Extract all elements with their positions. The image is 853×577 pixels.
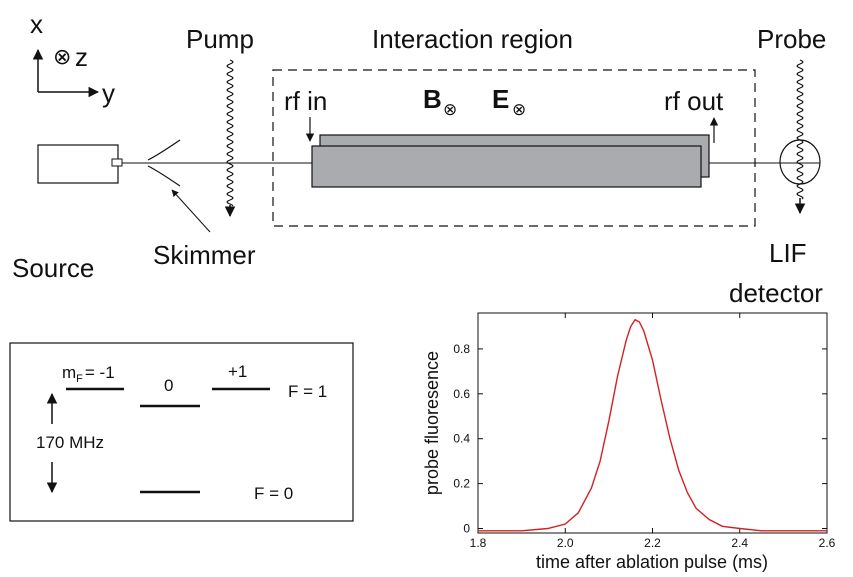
interaction-region-box xyxy=(272,69,756,227)
f1-label: F = 1 xyxy=(288,382,327,401)
plot-frame xyxy=(477,312,828,534)
z-axis-symbol: ⊗ xyxy=(53,44,71,69)
b-field-direction: ⊗ xyxy=(443,100,457,119)
coordinate-axes: x y ⊗ z xyxy=(30,9,115,108)
pump-laser-beam xyxy=(226,59,234,207)
probe-label: Probe xyxy=(757,24,826,54)
probe-laser-beam xyxy=(796,59,804,200)
mf-zero-label: 0 xyxy=(164,376,173,395)
pump-label: Pump xyxy=(186,24,254,54)
front-field-plate xyxy=(311,145,702,188)
source-label: Source xyxy=(12,253,94,283)
skimmer-pointer-arrow xyxy=(171,189,211,233)
skimmer xyxy=(147,139,181,187)
y-tick-label: 0.2 xyxy=(453,477,470,491)
interaction-region-label: Interaction region xyxy=(372,24,573,54)
y-tick-label: 0 xyxy=(463,522,470,536)
b-field-label: B xyxy=(423,84,442,114)
rf-in-label: rf in xyxy=(284,86,327,116)
x-tick-label: 2.0 xyxy=(557,536,574,550)
y-tick-label: 0.8 xyxy=(453,342,470,356)
e-field-label: E xyxy=(492,84,509,114)
y-axis-title: probe fluoresence xyxy=(422,351,442,495)
x-ticks: 1.8 2.0 2.2 2.4 2.6 xyxy=(470,313,836,550)
detector-label: detector xyxy=(729,278,823,308)
source xyxy=(37,144,123,184)
y-ticks: 0 0.2 0.4 0.6 0.8 xyxy=(453,342,827,536)
mf-label: mF = -1 xyxy=(62,363,115,385)
x-tick-label: 1.8 xyxy=(470,536,487,550)
series-line xyxy=(478,318,827,532)
rf-out-label: rf out xyxy=(664,86,724,116)
z-axis-label: z xyxy=(75,42,88,72)
lif-label: LIF xyxy=(769,238,807,268)
y-tick-label: 0.6 xyxy=(453,387,470,401)
skimmer-label: Skimmer xyxy=(153,240,256,270)
mf-plus-label: +1 xyxy=(228,362,247,381)
f0-label: F = 0 xyxy=(254,484,293,503)
fluorescence-chart: 1.8 2.0 2.2 2.4 2.6 0 0.2 0.4 0.6 0.8 time after… xyxy=(422,312,836,572)
x-tick-label: 2.6 xyxy=(819,536,836,550)
x-tick-label: 2.2 xyxy=(644,536,661,550)
lif-detector-circle xyxy=(779,139,821,185)
x-axis-title: time after ablation pulse (ms) xyxy=(536,552,768,572)
splitting-label: 170 MHz xyxy=(36,433,104,452)
energy-level-diagram: mF = -1 0 +1 F = 1 170 MHz F = 0 xyxy=(9,342,354,522)
e-field-direction: ⊗ xyxy=(512,100,526,119)
y-tick-label: 0.4 xyxy=(453,432,470,446)
y-axis-label: y xyxy=(102,78,115,108)
source-nozzle xyxy=(111,158,123,167)
source-box xyxy=(37,144,119,184)
x-axis-label: x xyxy=(30,9,43,39)
x-tick-label: 2.4 xyxy=(731,536,748,550)
